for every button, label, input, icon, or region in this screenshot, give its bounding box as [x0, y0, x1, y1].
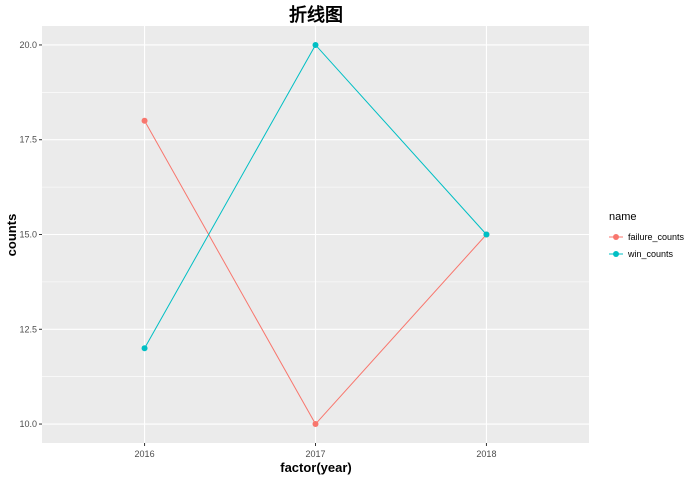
legend-title: name	[609, 211, 637, 223]
legend-label: win_counts	[627, 249, 674, 259]
y-tick-label: 10.0	[19, 419, 37, 429]
y-tick-label: 20.0	[19, 40, 37, 50]
gridlines	[42, 26, 589, 443]
data-point-failure_counts	[312, 421, 319, 428]
data-point-failure_counts	[141, 117, 148, 124]
x-tick-label: 2016	[135, 449, 155, 459]
y-tick-label: 12.5	[19, 324, 37, 334]
y-tick-label: 17.5	[19, 135, 37, 145]
x-tick-label: 2017	[305, 449, 325, 459]
data-point-win_counts	[312, 41, 319, 48]
data-point-win_counts	[483, 231, 490, 238]
x-axis-title: factor(year)	[280, 460, 352, 475]
legend-label: failure_counts	[628, 232, 685, 242]
chart-title: 折线图	[289, 4, 343, 26]
legend: name failure_counts win_counts	[609, 211, 685, 259]
legend-key-point	[613, 251, 619, 257]
x-tick-label: 2018	[476, 449, 496, 459]
x-axis: 2016 2017 2018	[135, 443, 496, 459]
data-point-win_counts	[141, 345, 148, 352]
y-axis-title: counts	[4, 214, 19, 257]
series-layer	[141, 41, 490, 428]
y-tick-label: 15.0	[19, 230, 37, 240]
legend-key-point	[613, 234, 619, 240]
y-axis: 10.0 12.5 15.0 17.5 20.0	[19, 40, 42, 429]
